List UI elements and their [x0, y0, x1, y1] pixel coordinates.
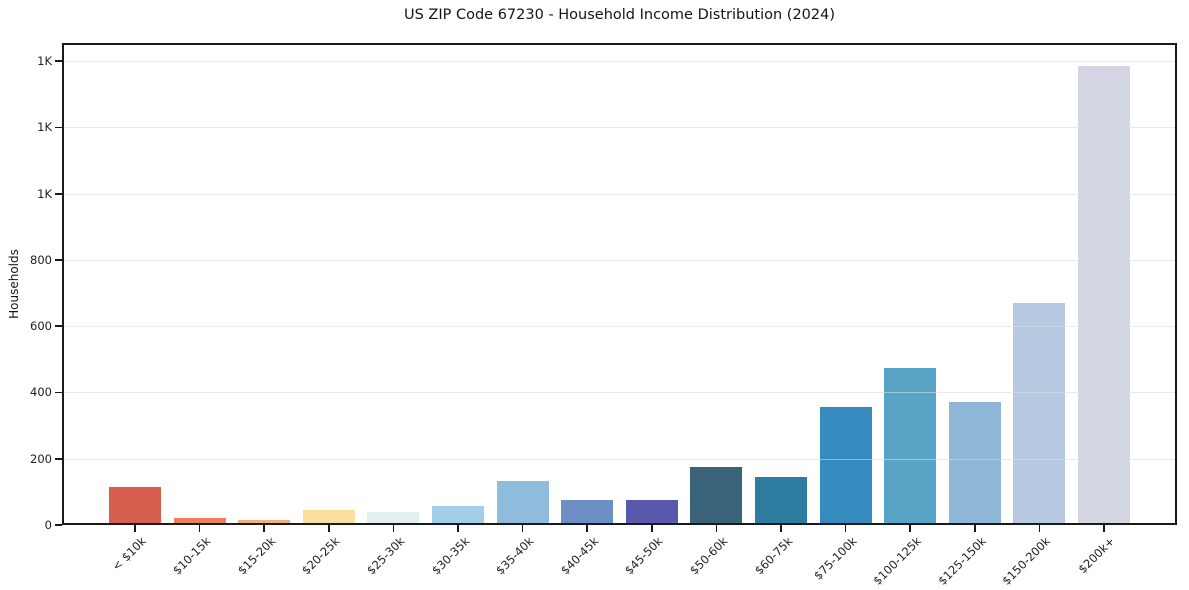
gridline	[64, 259, 1175, 261]
y-tick-mark	[55, 391, 62, 394]
x-tick-mark	[457, 525, 459, 532]
bar	[690, 467, 743, 523]
x-tick-label: $150-200k	[999, 534, 1054, 588]
x-tick-label: $30-35k	[428, 534, 472, 578]
bar	[1013, 302, 1066, 523]
y-tick-mark	[55, 192, 62, 195]
x-tick-label: $75-100k	[810, 534, 860, 583]
gridline	[64, 193, 1175, 195]
y-tick-mark	[55, 524, 62, 526]
bar	[561, 499, 614, 523]
y-tick-mark	[55, 457, 62, 460]
y-tick-label: 800	[30, 252, 52, 267]
bar	[1078, 65, 1130, 523]
bar	[755, 477, 807, 523]
gridline	[64, 61, 1175, 63]
bar	[496, 480, 549, 523]
x-tick-label: $10-15k	[170, 534, 214, 578]
bar	[432, 505, 484, 523]
gridline	[64, 392, 1175, 394]
y-tick-label: 0	[44, 518, 52, 532]
chart-title: US ZIP Code 67230 - Household Income Dis…	[403, 7, 836, 23]
bar	[625, 499, 678, 523]
y-tick-mark	[55, 60, 62, 62]
x-tick-label: $60-75k	[751, 534, 795, 578]
x-tick-mark	[198, 525, 201, 532]
x-tick-label: $125-150k	[934, 534, 989, 588]
x-tick-mark	[844, 525, 847, 532]
x-tick-mark	[586, 525, 588, 532]
x-tick-label: $20-25k	[299, 534, 343, 578]
y-tick-mark	[55, 325, 62, 328]
x-tick-mark	[134, 525, 136, 532]
x-tick-mark	[974, 525, 976, 532]
x-tick-mark	[392, 525, 395, 532]
bar	[173, 517, 226, 523]
y-tick-mark	[55, 126, 62, 129]
gridline	[64, 458, 1175, 460]
x-tick-mark	[1103, 525, 1105, 532]
bar	[948, 402, 1001, 523]
y-tick-label: 200	[30, 451, 52, 466]
x-tick-label: $35-40k	[493, 534, 537, 578]
bar	[238, 519, 291, 523]
bar	[367, 511, 420, 523]
y-tick-label: 1K	[37, 186, 52, 201]
x-tick-mark	[521, 525, 524, 532]
bar	[302, 510, 355, 523]
x-tick-mark	[715, 525, 718, 532]
y-tick-label: 1K	[37, 120, 52, 135]
y-tick-label: 600	[30, 319, 52, 334]
bar	[819, 407, 872, 523]
x-tick-mark	[909, 525, 911, 532]
y-tick-label: 400	[30, 385, 52, 400]
x-tick-mark	[328, 525, 330, 532]
x-tick-label: $100-125k	[870, 534, 925, 588]
x-tick-label: < $10k	[109, 534, 149, 574]
x-tick-label: $40-45k	[557, 534, 602, 578]
x-tick-label: $200k+	[1075, 534, 1118, 577]
y-tick-mark	[55, 259, 62, 261]
x-tick-label: $15-20k	[234, 534, 279, 578]
x-tick-label: $45-50k	[622, 534, 666, 578]
y-tick-label: 1K	[37, 54, 52, 69]
gridline	[64, 326, 1175, 328]
x-tick-mark	[1038, 525, 1041, 532]
x-tick-label: $25-30k	[363, 534, 408, 578]
x-tick-mark	[780, 525, 782, 532]
x-tick-label: $50-60k	[686, 534, 731, 578]
bar	[109, 486, 161, 523]
bar	[884, 367, 937, 523]
x-tick-mark	[651, 525, 653, 532]
plot-area	[62, 43, 1177, 525]
gridline	[64, 127, 1175, 129]
x-tick-mark	[263, 525, 265, 532]
